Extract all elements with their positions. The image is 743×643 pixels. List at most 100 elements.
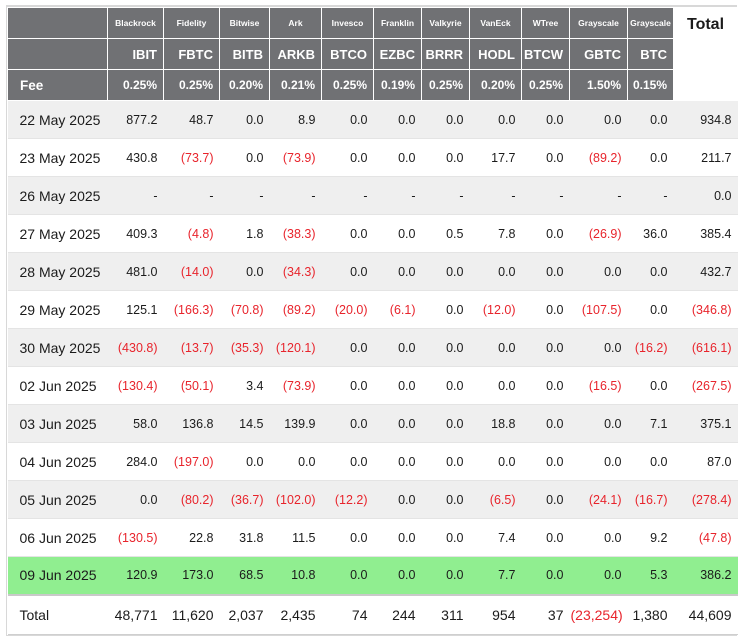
total-value: (23,254) [569,593,628,635]
flow-value: 0.0 [321,214,374,253]
flow-value: 31.8 [219,518,270,557]
flow-value: 0.0 [373,366,422,405]
ticker-brrr: BRRR [421,38,470,70]
issuer-grayscale-btc: Grayscale [627,7,674,39]
table-row: 29 May 2025 125.1 (166.3) (70.8) (89.2) (20.0… [7,290,738,329]
table-row: 23 May 2025 430.8 (73.7) 0.0 (73.9) 0.0 0.0 0.0… [7,138,738,177]
flow-value: 0.0 [569,556,628,595]
fee-header-row: Fee 0.25% 0.25% 0.20% 0.21% 0.25% 0.19% … [7,69,738,101]
total-row-label: Total [7,593,108,635]
flow-value: 1.8 [219,214,270,253]
flow-value: - [569,176,628,215]
table-row: 28 May 2025 481.0 (14.0) 0.0 (34.3) 0.0 0.0 0.0… [7,252,738,291]
flow-value: 0.0 [627,252,674,291]
flow-value: 0.0 [569,100,628,139]
row-date: 03 Jun 2025 [7,404,108,443]
flow-value: (26.9) [569,214,628,253]
flow-value: 0.0 [373,404,422,443]
ticker-btc: BTC [627,38,674,70]
flow-value: (6.5) [469,480,522,519]
ticker-bitb: BITB [219,38,270,70]
table-row: 03 Jun 2025 58.0 136.8 14.5 139.9 0.0 0.0 0.0 18… [7,404,738,443]
flow-value: 0.0 [521,214,570,253]
flow-value: 0.5 [421,214,470,253]
table-row: 26 May 2025- - - - - - - - - - -0.0 [7,176,738,215]
flow-value: 22.8 [163,518,220,557]
row-total: 0.0 [673,176,738,215]
fee-btcw: 0.25% [521,69,570,101]
issuer-valkyrie: Valkyrie [421,7,470,39]
flow-value: 877.2 [107,100,164,139]
ticker-gbtc: GBTC [569,38,628,70]
total-value: 244 [373,593,422,635]
table-container: Blackrock Fidelity Bitwise Ark Invesco F… [6,5,738,636]
ticker-hodl: HODL [469,38,522,70]
flow-value: (20.0) [321,290,374,329]
fee-hodl: 0.20% [469,69,522,101]
flow-value: - [107,176,164,215]
row-total: (267.5) [673,366,738,405]
issuer-vaneck: VanEck [469,7,522,39]
flow-value: 0.0 [627,138,674,177]
issuer-blackrock: Blackrock [107,7,164,39]
flow-value: 0.0 [321,366,374,405]
table-row: 22 May 2025 877.2 48.7 0.0 8.9 0.0 0.0 0.0 0.0 0.… [7,100,738,139]
flow-value: - [469,176,522,215]
flow-value: 0.0 [521,366,570,405]
flow-value: 8.9 [269,100,322,139]
table-row: 02 Jun 2025 (130.4) (50.1) 3.4 (73.9) 0.0 0.0 0… [7,366,738,405]
flow-value: 0.0 [373,252,422,291]
flow-value: - [219,176,270,215]
flow-value: 9.2 [627,518,674,557]
flow-value: 0.0 [219,442,270,481]
flow-value: 0.0 [421,518,470,557]
flow-value: 0.0 [321,442,374,481]
table-row: 09 Jun 2025 120.9 173.0 68.5 10.8 0.0 0.0 0.0 7.… [7,556,738,595]
flow-value: 0.0 [569,442,628,481]
flow-value: 0.0 [421,366,470,405]
flow-value: 284.0 [107,442,164,481]
flow-value: 0.0 [321,328,374,367]
flow-value: 0.0 [421,404,470,443]
row-date: 02 Jun 2025 [7,366,108,405]
flow-value: 0.0 [521,100,570,139]
flow-value: 0.0 [569,518,628,557]
flow-value: 0.0 [521,252,570,291]
flow-value: 0.0 [569,328,628,367]
ticker-ezbc: EZBC [373,38,422,70]
fee-row-label: Fee [7,69,108,101]
row-total: (346.8) [673,290,738,329]
flow-value: (14.0) [163,252,220,291]
row-date: 04 Jun 2025 [7,442,108,481]
fee-btc: 0.15% [627,69,674,101]
flow-value: (166.3) [163,290,220,329]
flow-value: 0.0 [521,328,570,367]
table-row: 04 Jun 2025 284.0 (197.0) 0.0 0.0 0.0 0.0 0.0 0.… [7,442,738,481]
flow-value: 11.5 [269,518,322,557]
issuer-ark: Ark [269,7,322,39]
flow-value: 0.0 [627,290,674,329]
flow-value: 14.5 [219,404,270,443]
row-total: 386.2 [673,556,738,595]
flow-value: 0.0 [421,328,470,367]
flow-value: - [421,176,470,215]
row-date: 06 Jun 2025 [7,518,108,557]
fee-ezbc: 0.19% [373,69,422,101]
flow-value: 0.0 [321,556,374,595]
flow-value: 125.1 [107,290,164,329]
flow-value: - [521,176,570,215]
flow-value: 0.0 [627,100,674,139]
row-date: 23 May 2025 [7,138,108,177]
row-total: (616.1) [673,328,738,367]
flow-value: 0.0 [219,252,270,291]
flow-value: - [163,176,220,215]
flow-value: - [373,176,422,215]
flow-value: 0.0 [373,556,422,595]
flow-value: 0.0 [421,556,470,595]
flow-value: 0.0 [373,518,422,557]
flow-value: (38.3) [269,214,322,253]
flow-value: 0.0 [521,138,570,177]
flow-value: (16.2) [627,328,674,367]
flow-value: 0.0 [469,366,522,405]
flow-value: 68.5 [219,556,270,595]
